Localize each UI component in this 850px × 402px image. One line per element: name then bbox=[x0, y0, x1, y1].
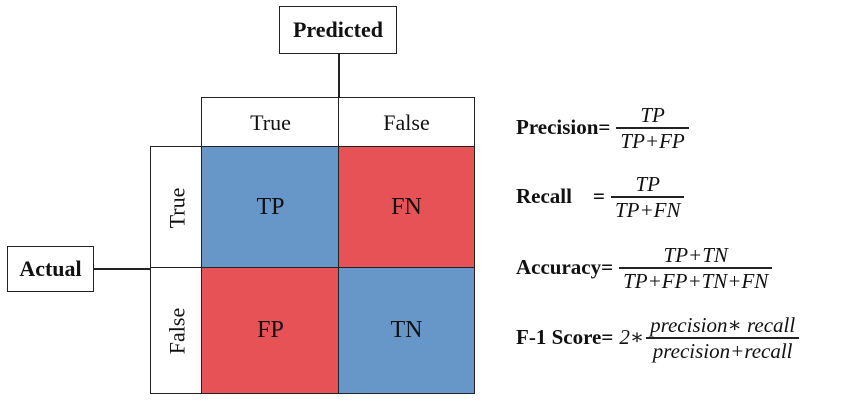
accuracy-denominator: TP+FP+TN+FN bbox=[623, 268, 769, 293]
cell-tp: TP bbox=[201, 146, 340, 269]
cell-tn: TN bbox=[338, 267, 475, 394]
recall-denominator: TP+FN bbox=[614, 197, 681, 222]
recall-formula: Recall = TP TP+FN bbox=[516, 172, 685, 222]
fraction-bar bbox=[610, 196, 685, 198]
precision-numerator: TP bbox=[640, 103, 665, 127]
f1-denominator: precision+recall bbox=[652, 338, 793, 363]
column-header-true: True bbox=[201, 97, 340, 148]
precision-name: Precision= bbox=[516, 115, 611, 140]
actual-connector bbox=[94, 268, 152, 270]
row-header-true: True bbox=[150, 146, 203, 269]
accuracy-numerator: TP+TN bbox=[663, 243, 728, 267]
precision-denominator: TP+FP bbox=[620, 128, 685, 153]
fraction-bar bbox=[646, 337, 800, 339]
column-header-false: False bbox=[338, 97, 475, 148]
precision-fraction: TP TP+FP bbox=[616, 103, 689, 153]
accuracy-fraction: TP+TN TP+FP+TN+FN bbox=[619, 243, 773, 293]
fraction-bar bbox=[619, 267, 773, 269]
row-header-false-text: False bbox=[164, 307, 190, 355]
f1-fraction: precision∗ recall precision+recall bbox=[646, 313, 800, 363]
actual-label: Actual bbox=[7, 246, 94, 292]
f1-formula: F-1 Score= 2∗ precision∗ recall precisio… bbox=[516, 313, 800, 363]
cell-fp: FP bbox=[201, 267, 340, 394]
cell-fn: FN bbox=[338, 146, 475, 269]
row-header-true-text: True bbox=[164, 187, 190, 229]
recall-name: Recall = bbox=[516, 184, 605, 209]
recall-numerator: TP bbox=[635, 172, 660, 196]
row-header-false: False bbox=[150, 267, 203, 394]
precision-formula: Precision= TP TP+FP bbox=[516, 103, 689, 153]
accuracy-formula: Accuracy= TP+TN TP+FP+TN+FN bbox=[516, 243, 773, 293]
f1-coefficient: 2∗ bbox=[619, 325, 645, 350]
f1-name: F-1 Score= bbox=[516, 325, 614, 350]
predicted-connector bbox=[338, 54, 340, 98]
f1-numerator: precision∗ recall bbox=[650, 313, 796, 337]
predicted-label: Predicted bbox=[279, 6, 397, 54]
recall-fraction: TP TP+FN bbox=[610, 172, 685, 222]
accuracy-name: Accuracy= bbox=[516, 255, 614, 280]
fraction-bar bbox=[616, 127, 689, 129]
